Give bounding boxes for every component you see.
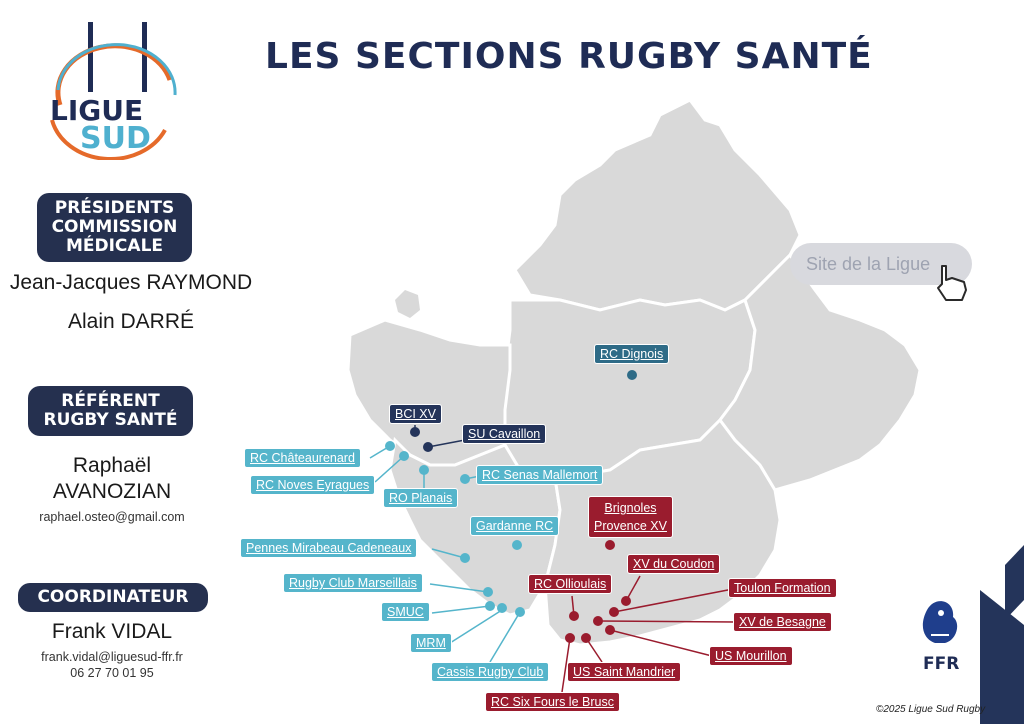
presidents-heading-2: COMMISSION	[51, 217, 178, 237]
club-rc-senas-mallemort[interactable]: RC Senas Mallemort	[476, 465, 604, 485]
club-su-cavaillon[interactable]: SU Cavaillon	[462, 424, 547, 444]
copyright: ©2025 Ligue Sud Rugby	[876, 704, 986, 715]
brignoles-line-1: Brignoles	[604, 501, 657, 515]
referent-name-2: AVANOZIAN	[52, 480, 172, 503]
club-rc-dignois[interactable]: RC Dignois	[594, 344, 670, 364]
president-name-2: Alain DARRÉ	[67, 310, 195, 333]
decor-stripe	[1005, 545, 1024, 620]
club-rc-ollioulais[interactable]: RC Ollioulais	[528, 574, 613, 594]
club-brignoles-provence-xv[interactable]: Brignoles Provence XV	[588, 496, 673, 538]
referent-name-1: Raphaël	[72, 454, 152, 477]
ligue-sud-logo: LIGUE SUD	[40, 20, 180, 162]
referent-heading-1: RÉFÉRENT	[61, 391, 160, 411]
club-rc-noves-eyragues[interactable]: RC Noves Eyragues	[250, 475, 376, 495]
page-title: LES SECTIONS RUGBY SANTÉ	[265, 36, 873, 77]
coordinateur-banner: COORDINATEUR	[18, 583, 208, 612]
club-us-saint-mandrier[interactable]: US Saint Mandrier	[567, 662, 682, 682]
club-xv-de-besagne[interactable]: XV de Besagne	[733, 612, 832, 632]
club-rugby-club-marseillais[interactable]: Rugby Club Marseillais	[283, 573, 423, 593]
coordinateur-email: frank.vidal@liguesud-ffr.fr	[41, 650, 183, 664]
presidents-heading-3: MÉDICALE	[65, 236, 164, 256]
ffr-text: FFR	[923, 654, 959, 674]
ffr-logo: FFR	[905, 595, 975, 680]
club-rc-six-fours[interactable]: RC Six Fours le Brusc	[485, 692, 620, 712]
logo-ligue-text: LIGUE	[50, 94, 143, 127]
coordinateur-phone: 06 27 70 01 95	[70, 666, 154, 680]
presidents-banner: PRÉSIDENTS COMMISSION MÉDICALE	[37, 193, 192, 262]
club-mrm[interactable]: MRM	[410, 633, 452, 653]
club-cassis-rugby-club[interactable]: Cassis Rugby Club	[431, 662, 550, 682]
club-smuc[interactable]: SMUC	[381, 602, 430, 622]
club-gardanne-rc[interactable]: Gardanne RC	[470, 516, 560, 536]
referent-banner: RÉFÉRENT RUGBY SANTÉ	[28, 386, 193, 436]
club-ro-planais[interactable]: RO Planais	[383, 488, 459, 508]
president-name-1: Jean-Jacques RAYMOND	[9, 271, 253, 294]
presidents-heading-1: PRÉSIDENTS	[54, 198, 175, 218]
logo-sud-text: SUD	[80, 121, 151, 156]
brignoles-line-2: Provence XV	[594, 519, 667, 533]
decor-stripe	[980, 590, 1024, 724]
map-alpes-maritimes	[718, 252, 922, 492]
club-bci-xv[interactable]: BCI XV	[389, 404, 442, 424]
club-pennes-mirabeau[interactable]: Pennes Mirabeau Cadeneaux	[240, 538, 418, 558]
map-enclave	[395, 290, 420, 318]
coordinateur-heading: COORDINATEUR	[37, 587, 189, 607]
club-us-mourillon[interactable]: US Mourillon	[709, 646, 793, 666]
club-toulon-formation[interactable]: Toulon Formation	[728, 578, 837, 598]
club-xv-du-coudon[interactable]: XV du Coudon	[627, 554, 721, 574]
map-alpes-hautes	[513, 98, 802, 312]
referent-heading-2: RUGBY SANTÉ	[43, 410, 178, 430]
referent-email: raphael.osteo@gmail.com	[39, 510, 185, 524]
pointer-hand-icon	[937, 265, 967, 301]
coordinateur-name: Frank VIDAL	[51, 620, 173, 643]
site-button-label: Site de la Ligue	[806, 254, 931, 274]
club-rc-chateaurenard[interactable]: RC Châteaurenard	[244, 448, 361, 468]
